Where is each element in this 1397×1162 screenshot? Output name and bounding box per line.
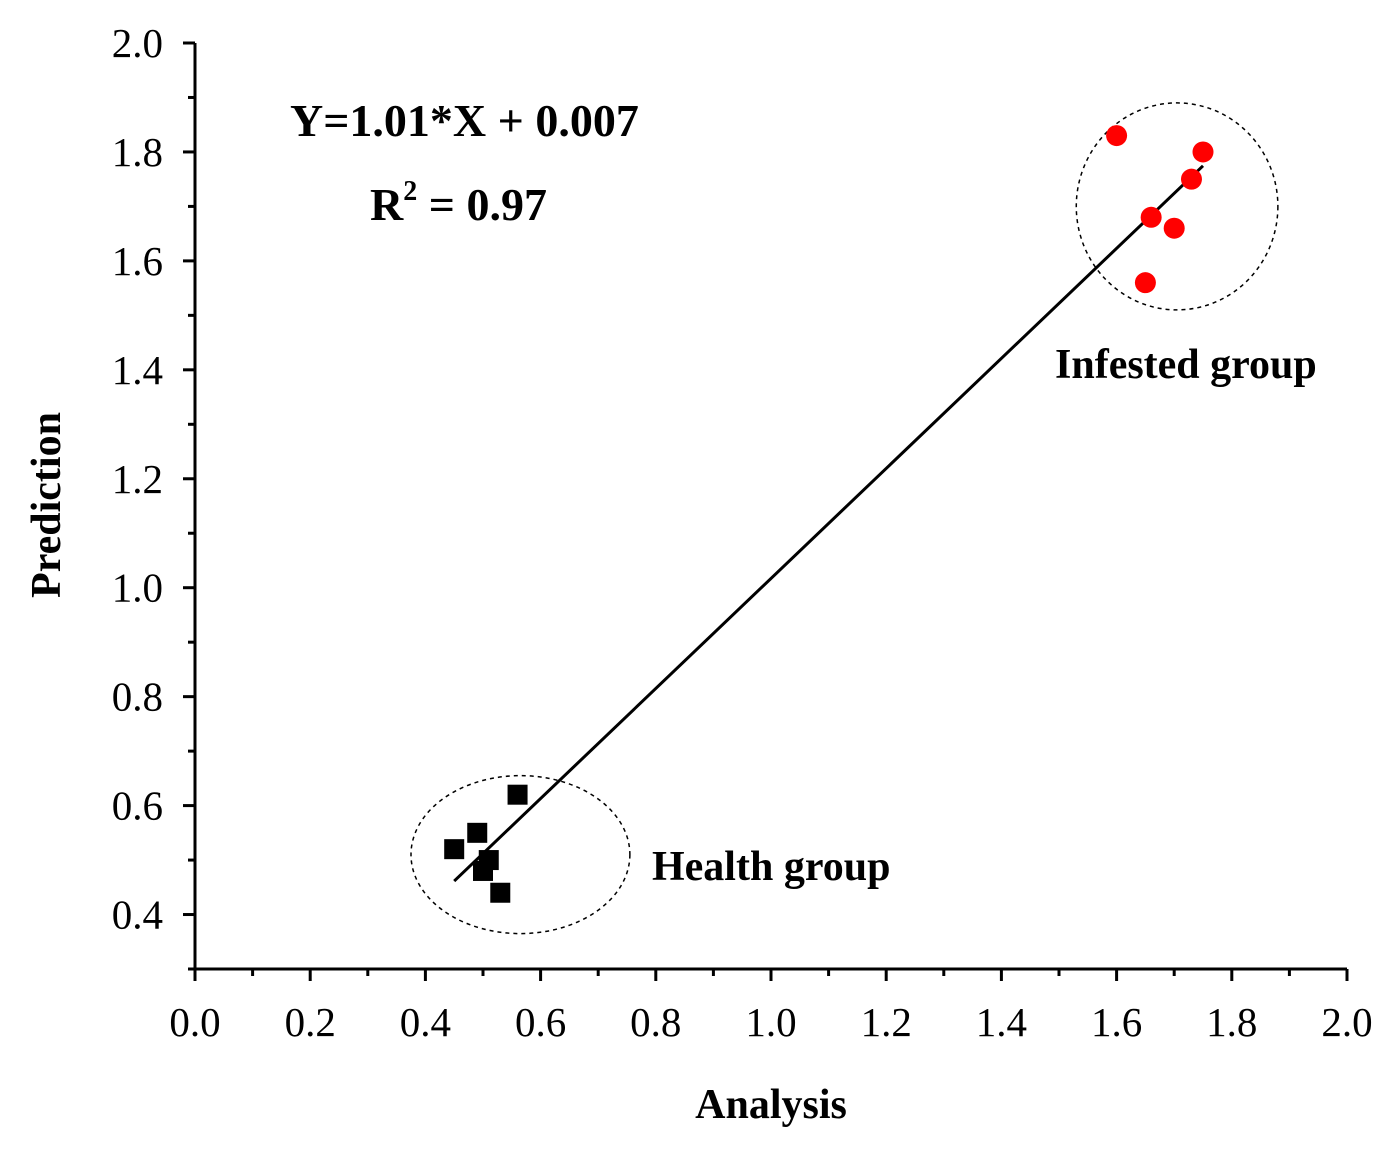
group-ellipses bbox=[410, 102, 1279, 935]
x-tick-label: 2.0 bbox=[1321, 999, 1372, 1045]
infested-point bbox=[1180, 168, 1202, 190]
x-axis-title: Analysis bbox=[695, 1082, 847, 1128]
health-point bbox=[473, 860, 493, 881]
x-tick-label: 0.2 bbox=[285, 999, 336, 1045]
infested-point bbox=[1140, 206, 1162, 228]
fit-line-layer bbox=[453, 164, 1205, 883]
y-tick-label: 2.0 bbox=[112, 20, 163, 66]
health-point bbox=[507, 784, 528, 805]
y-tick-label: 1.2 bbox=[112, 456, 163, 502]
y-tick-label: 1.6 bbox=[112, 238, 163, 284]
x-tick-label: 1.4 bbox=[976, 999, 1027, 1045]
group-ellipse bbox=[1075, 102, 1279, 311]
y-tick-label: 1.4 bbox=[112, 347, 163, 393]
y-tick-label: 0.6 bbox=[112, 783, 163, 829]
group-ellipse bbox=[410, 774, 631, 935]
x-tick-label: 1.8 bbox=[1206, 999, 1257, 1045]
x-tick-label: 0.0 bbox=[169, 999, 220, 1045]
x-tick-label: 0.8 bbox=[630, 999, 681, 1045]
health-group-label: Health group bbox=[652, 844, 890, 890]
x-tick-label: 1.6 bbox=[1091, 999, 1142, 1045]
x-tick-label: 0.4 bbox=[400, 999, 451, 1045]
infested-point bbox=[1134, 272, 1156, 294]
fit-line bbox=[453, 164, 1205, 883]
health-point bbox=[444, 839, 465, 860]
axes: 0.0 0.2 0.4 0.6 0.8 1.0 1.2 1.4 1.6 1.8 2.0 0.4 0.6 0… bbox=[112, 20, 1373, 1045]
r-squared-prefix: R bbox=[370, 179, 404, 230]
x-tick-label: 1.2 bbox=[861, 999, 912, 1045]
infested-point bbox=[1163, 217, 1185, 239]
fit-equation: Y=1.01*X + 0.007 bbox=[290, 95, 639, 146]
health-point bbox=[467, 822, 488, 843]
y-tick-label: 1.0 bbox=[112, 565, 163, 611]
r-squared-value: = 0.97 bbox=[417, 179, 547, 230]
x-tick-label: 1.0 bbox=[745, 999, 796, 1045]
data-points bbox=[444, 125, 1214, 903]
y-tick-label: 0.8 bbox=[112, 674, 163, 720]
infested-point bbox=[1106, 125, 1128, 147]
y-tick-label: 1.8 bbox=[112, 129, 163, 175]
health-point bbox=[490, 882, 511, 903]
infested-group-label: Infested group bbox=[1055, 342, 1317, 388]
y-tick-label: 0.4 bbox=[112, 892, 163, 938]
r-squared: R2 = 0.97 bbox=[370, 176, 547, 230]
infested-point bbox=[1192, 141, 1214, 163]
x-tick-label: 0.6 bbox=[515, 999, 566, 1045]
y-axis-title: Prediction bbox=[24, 412, 70, 598]
r-squared-superscript: 2 bbox=[403, 176, 417, 207]
